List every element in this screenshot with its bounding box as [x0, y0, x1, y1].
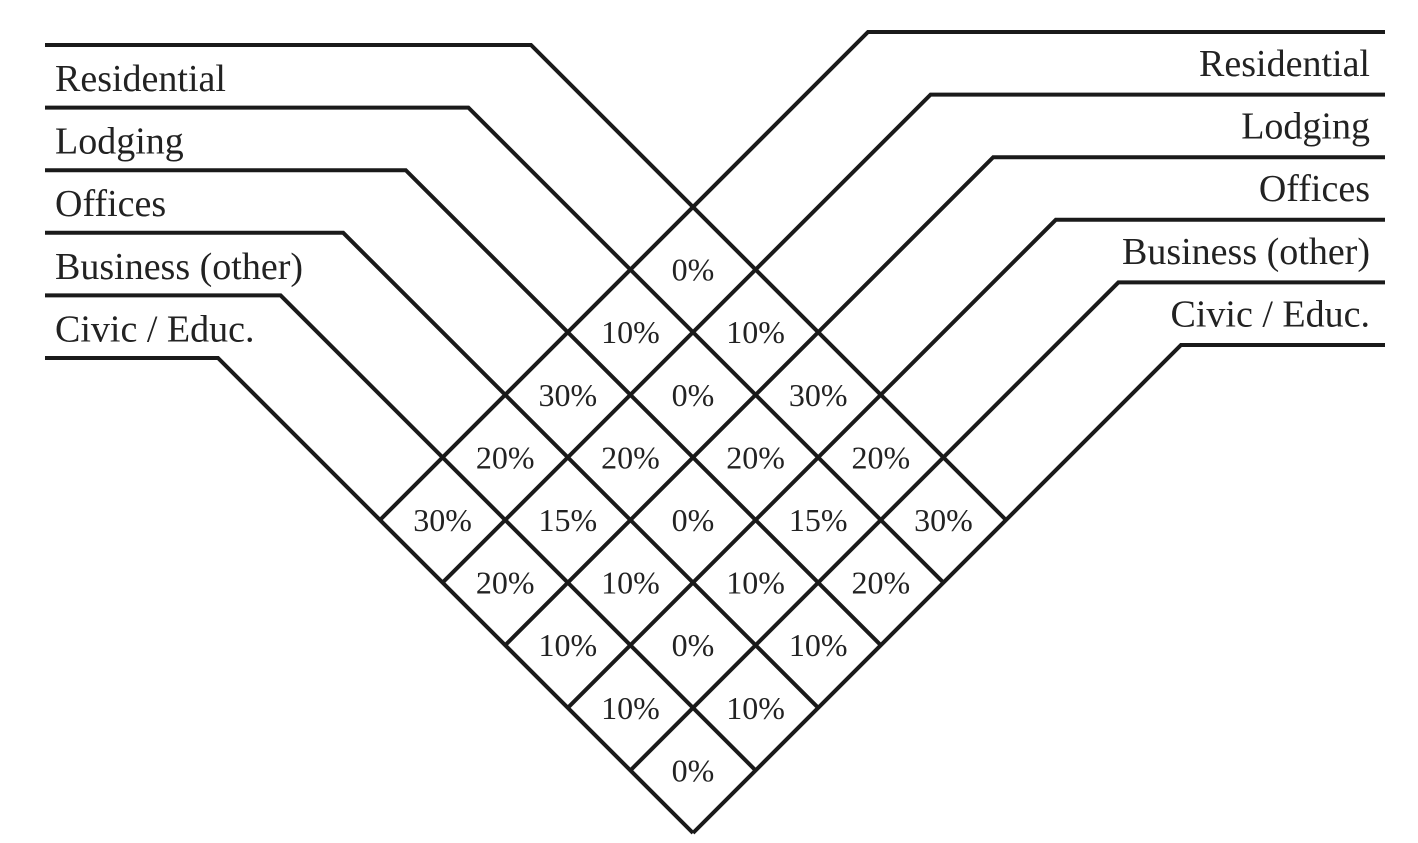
- matrix-cell-value: 10%: [601, 690, 660, 726]
- right-divider-line: [378, 30, 1385, 522]
- matrix-cell-value: 20%: [726, 439, 785, 475]
- right-divider-line: [691, 343, 1385, 835]
- matrix-cell-value: 0%: [672, 502, 715, 538]
- left-category-label: Lodging: [55, 121, 184, 163]
- matrix-cell-value: 10%: [726, 565, 785, 601]
- right-category-label: Residential: [1199, 43, 1370, 85]
- matrix-cell-value: 0%: [672, 627, 715, 663]
- right-divider-line: [503, 155, 1385, 647]
- matrix-cell-value: 15%: [538, 502, 597, 538]
- left-divider-line: [45, 43, 1008, 522]
- right-category-label: Business (other): [1122, 231, 1370, 273]
- matrix-cell-value: 0%: [672, 377, 715, 413]
- left-divider-line: [45, 356, 695, 835]
- right-category-label: Offices: [1259, 168, 1370, 210]
- matrix-cell-value: 20%: [476, 565, 535, 601]
- left-category-label: Civic / Educ.: [55, 308, 254, 350]
- right-divider-line: [441, 92, 1385, 585]
- matrix-cell-value: 20%: [601, 439, 660, 475]
- matrix-cell-value: 30%: [413, 502, 472, 538]
- left-divider-line: [45, 293, 758, 772]
- matrix-cell-value: 15%: [789, 502, 848, 538]
- left-category-label: Business (other): [55, 246, 303, 288]
- right-category-label: Civic / Educ.: [1171, 293, 1370, 335]
- matrix-cell-value: 20%: [851, 439, 910, 475]
- left-category-label: Residential: [55, 58, 226, 100]
- matrix-cell-value: 10%: [726, 690, 785, 726]
- left-divider-line: [45, 168, 883, 647]
- matrix-cell-value: 10%: [538, 627, 597, 663]
- matrix-cell-value: 10%: [789, 627, 848, 663]
- right-divider-line: [566, 217, 1385, 710]
- right-divider-line: [628, 280, 1385, 772]
- matrix-cell-value: 30%: [538, 377, 597, 413]
- left-divider-line: [45, 105, 945, 585]
- right-category-label: Lodging: [1241, 106, 1370, 148]
- matrix-cell-value: 30%: [789, 377, 848, 413]
- matrix-cell-value: 20%: [851, 565, 910, 601]
- matrix-cell-value: 20%: [476, 439, 535, 475]
- matrix-cell-value: 0%: [672, 752, 715, 788]
- left-category-label: Offices: [55, 183, 166, 225]
- matrix-cell-value: 10%: [726, 314, 785, 350]
- left-divider-line: [45, 230, 820, 710]
- matrix-cell-value: 0%: [672, 252, 715, 288]
- matrix-cell-value: 10%: [601, 314, 660, 350]
- matrix-cell-value: 10%: [601, 565, 660, 601]
- matrix-cell-value: 30%: [914, 502, 973, 538]
